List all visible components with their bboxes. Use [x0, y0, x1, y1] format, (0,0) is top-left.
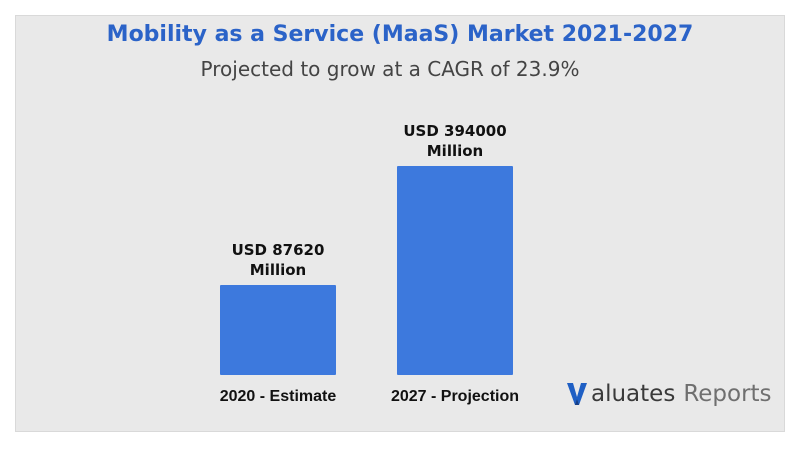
valuates-v-logo-icon — [567, 383, 587, 405]
logo-text-valuates: aluates — [591, 381, 676, 407]
valuates-reports-logo: aluates Reports — [566, 376, 772, 412]
bar-value-label-2-line-1: USD 394000 — [403, 122, 506, 140]
bar-value-label-2-line-2: Million — [427, 142, 483, 160]
category-label-2: 2027 - Projection — [391, 388, 519, 405]
bar-1 — [220, 285, 336, 375]
bar-2 — [397, 166, 513, 375]
chart-subtitle: Projected to grow at a CAGR of 23.9% — [200, 57, 580, 81]
bar-value-label-1-line-2: Million — [250, 261, 306, 279]
bar-value-label-1-line-1: USD 87620 — [232, 241, 325, 259]
category-label-1: 2020 - Estimate — [220, 388, 337, 405]
chart-title: Mobility as a Service (MaaS) Market 2021… — [106, 22, 694, 47]
logo-text-reports: Reports — [683, 381, 772, 407]
